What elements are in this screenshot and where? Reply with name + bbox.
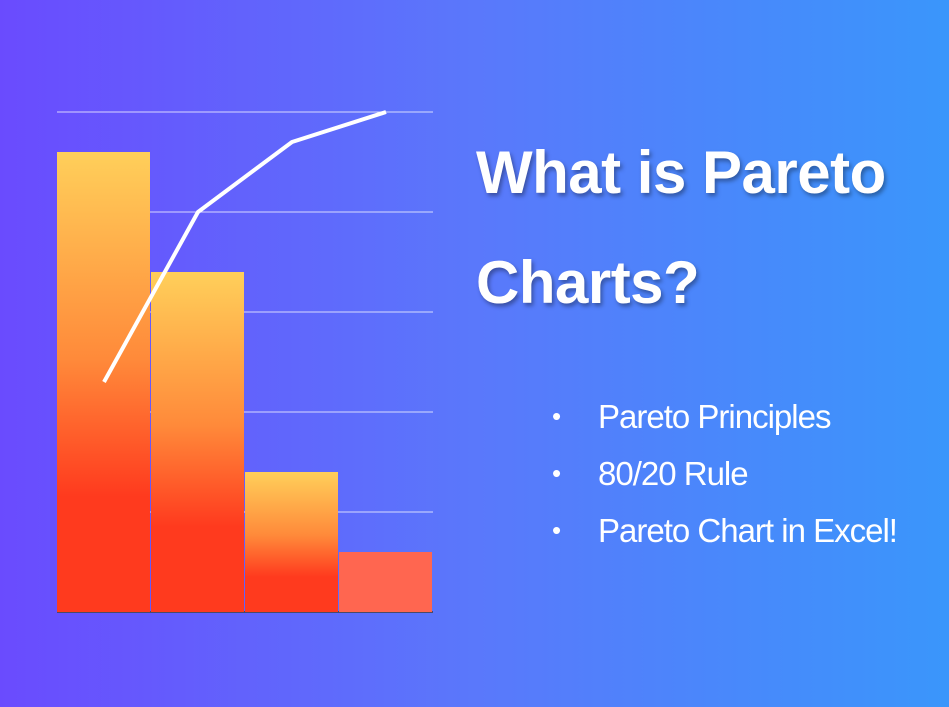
bar [151, 272, 244, 612]
bullet: Pareto Principles [552, 388, 897, 445]
bullet: Pareto Chart in Excel! [552, 502, 898, 559]
bullet-list: Pareto Principles80/20 RulePareto Chart … [552, 388, 898, 559]
title: What is Pareto Charts? [476, 139, 886, 316]
bar [339, 552, 432, 612]
bullet: 80/20 Rule [552, 445, 897, 502]
cumulative-line [102, 110, 387, 383]
bar [245, 472, 338, 612]
bar [57, 152, 150, 612]
